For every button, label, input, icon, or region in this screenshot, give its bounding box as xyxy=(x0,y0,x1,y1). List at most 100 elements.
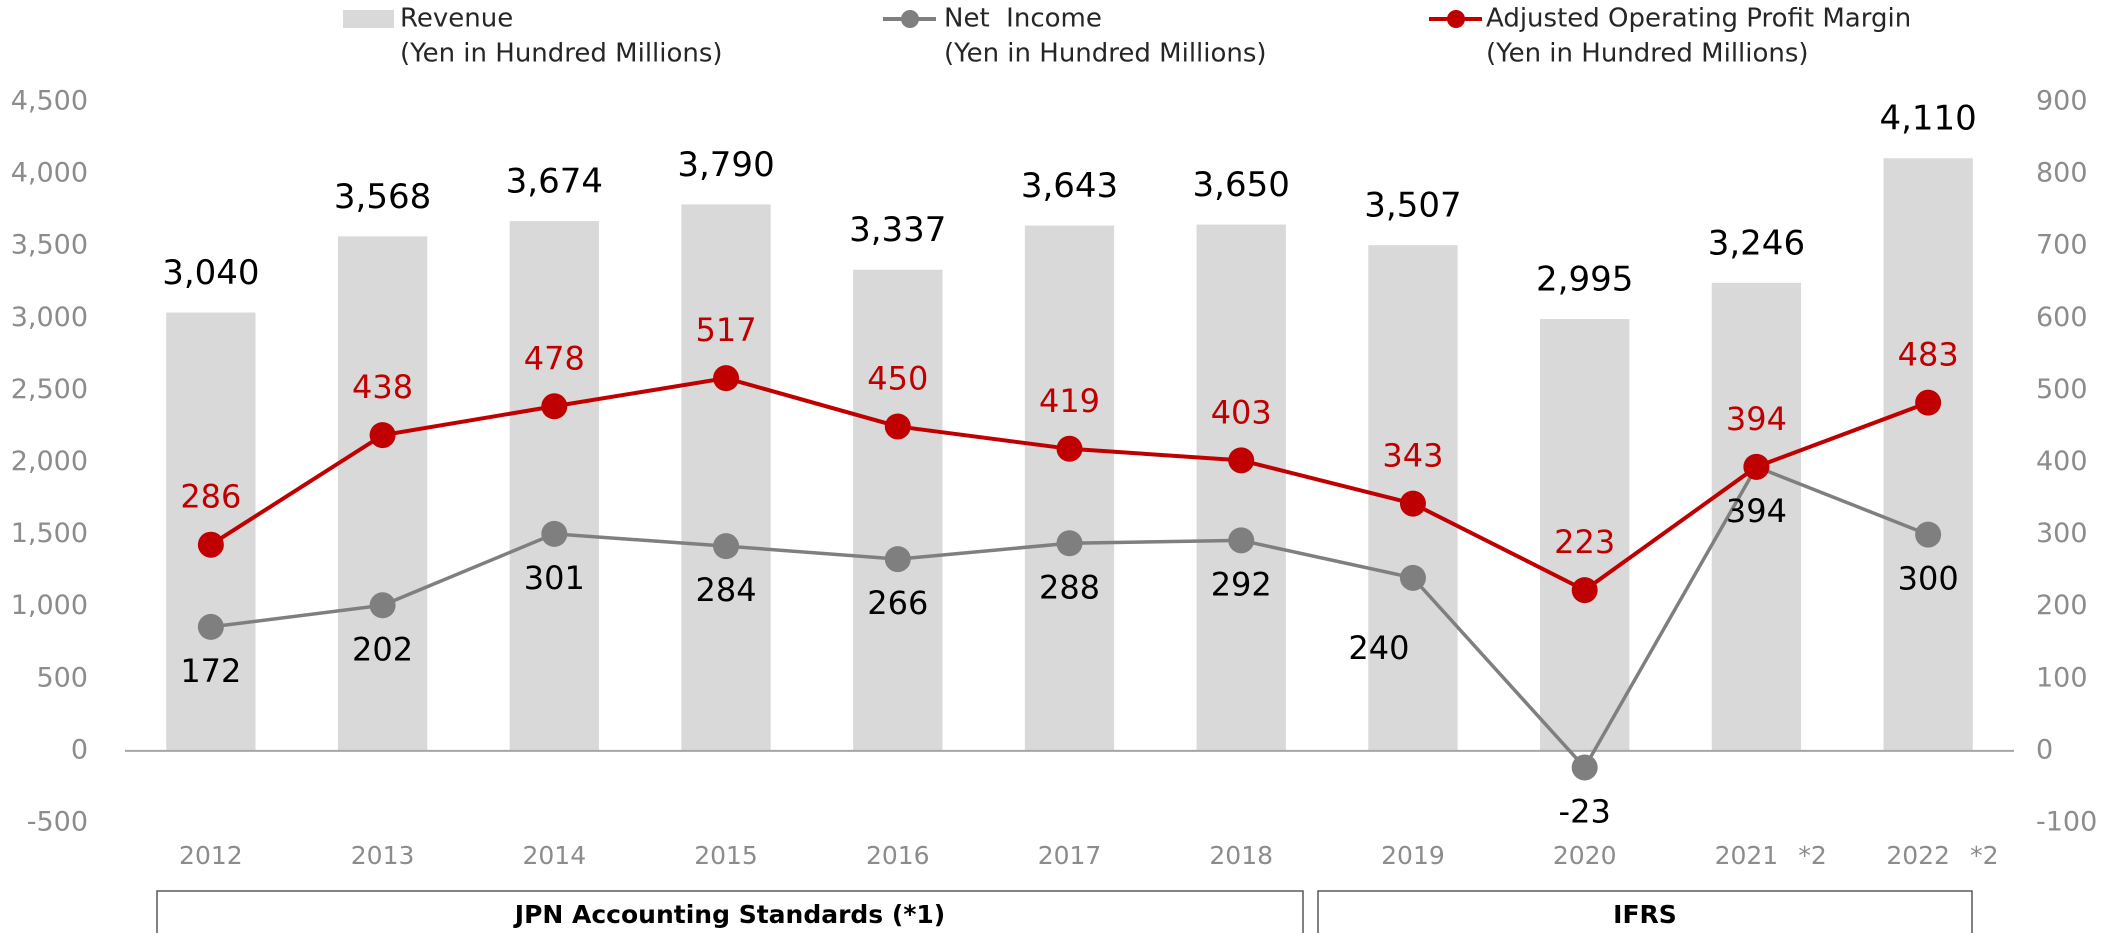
bar-value-label: 3,337 xyxy=(849,210,946,250)
bar xyxy=(681,204,771,751)
y2-tick-label: -100 xyxy=(2036,807,2097,838)
point-value-label: 266 xyxy=(867,584,928,622)
bar xyxy=(853,269,943,751)
bar-value-label: 2,995 xyxy=(1536,260,1633,300)
x-tick-label: 2016 xyxy=(866,841,930,870)
point xyxy=(1743,453,1770,480)
legend-swatch xyxy=(343,10,394,28)
point-value-label: 301 xyxy=(524,559,585,597)
legend-label: Net Income xyxy=(944,4,1102,34)
point xyxy=(541,393,568,420)
x-tick-label: 2015 xyxy=(694,841,758,870)
legend-unit: (Yen in Hundred Millions) xyxy=(400,39,723,69)
legend-label: Adjusted Operating Profit Margin xyxy=(1486,4,1911,34)
x-tick-label: 2019 xyxy=(1381,841,1445,870)
bar xyxy=(1024,225,1115,751)
point-value-label: 517 xyxy=(696,311,757,349)
y2-tick-label: 600 xyxy=(2036,302,2088,333)
legend-unit: (Yen in Hundred Millions) xyxy=(1486,39,1809,69)
bar-value-label: 3,507 xyxy=(1364,186,1461,226)
y-tick-label: 3,500 xyxy=(11,230,88,261)
y2-tick-label: 0 xyxy=(2036,734,2053,765)
y2-tick-label: 700 xyxy=(2036,230,2088,261)
y2-tick-label: 400 xyxy=(2036,446,2088,477)
bar-value-label: 3,674 xyxy=(506,162,603,202)
point-value-label: 483 xyxy=(1898,336,1959,374)
point-value-label: 292 xyxy=(1211,565,1272,603)
point xyxy=(197,613,224,640)
point-value-label: 394 xyxy=(1726,400,1787,438)
point xyxy=(884,413,911,440)
point xyxy=(197,531,224,558)
bar xyxy=(1883,158,1973,751)
x-tick-note: *2 xyxy=(1798,841,1826,870)
y2-tick-label: 500 xyxy=(2036,374,2088,405)
y-tick-label: 1,500 xyxy=(11,518,88,549)
point xyxy=(713,365,740,392)
point xyxy=(369,422,396,449)
point xyxy=(1915,521,1942,548)
y-tick-label: 500 xyxy=(36,662,88,693)
point-value-label: 172 xyxy=(180,652,241,690)
y2-tick-label: 200 xyxy=(2036,590,2088,621)
legend-marker xyxy=(901,10,919,28)
y-tick-label: 2,000 xyxy=(11,446,88,477)
bar-value-label: 3,568 xyxy=(334,177,431,217)
point-value-label: 223 xyxy=(1554,523,1615,561)
point-value-label: -23 xyxy=(1559,792,1611,830)
point-value-label: 450 xyxy=(867,359,928,397)
point xyxy=(713,533,740,560)
bar xyxy=(1196,224,1286,751)
bar-value-label: 3,246 xyxy=(1708,223,1805,263)
point-value-label: 284 xyxy=(696,571,757,609)
x-tick-note: *2 xyxy=(1970,841,1998,870)
y-tick-label: 2,500 xyxy=(11,374,88,405)
point xyxy=(541,520,568,547)
point-value-label: 286 xyxy=(180,478,241,516)
point xyxy=(884,546,911,573)
legend-label: Revenue xyxy=(400,4,513,34)
y-tick-label: 4,500 xyxy=(11,86,88,117)
point xyxy=(369,592,396,619)
y-tick-label: 1,000 xyxy=(11,590,88,621)
x-tick-label: 2020 xyxy=(1553,841,1617,870)
point xyxy=(1399,564,1426,591)
point xyxy=(1915,389,1942,416)
point xyxy=(1056,435,1083,462)
x-tick-label: 2013 xyxy=(351,841,415,870)
point-value-label: 478 xyxy=(524,339,585,377)
point-value-label: 300 xyxy=(1898,560,1959,598)
y2-tick-label: 800 xyxy=(2036,158,2088,189)
y-tick-label: 3,000 xyxy=(11,302,88,333)
point xyxy=(1228,527,1255,554)
x-tick-label: 2012 xyxy=(179,841,243,870)
x-tick-label: 2022 xyxy=(1886,841,1950,870)
bar xyxy=(509,221,599,751)
point-value-label: 202 xyxy=(352,630,413,668)
point-value-label: 394 xyxy=(1726,492,1787,530)
point xyxy=(1571,577,1598,604)
y-tick-label: 0 xyxy=(71,734,88,765)
point xyxy=(1399,490,1426,517)
point xyxy=(1056,530,1083,557)
x-tick-label: 2017 xyxy=(1038,841,1102,870)
x-tick-label: 2018 xyxy=(1209,841,1273,870)
legend-marker xyxy=(1447,10,1465,28)
bar-value-label: 3,040 xyxy=(162,253,259,293)
x-tick-label: 2021 xyxy=(1715,841,1779,870)
group-box xyxy=(156,890,1304,933)
bar xyxy=(1540,319,1630,751)
y-tick-label: 4,000 xyxy=(11,158,88,189)
bar-value-label: 3,790 xyxy=(677,145,774,185)
point-value-label: 403 xyxy=(1211,393,1272,431)
point-value-label: 288 xyxy=(1039,568,1100,606)
point-value-label: 419 xyxy=(1039,382,1100,420)
group-label: JPN Accounting Standards (*1) xyxy=(513,900,945,929)
point-value-label: 343 xyxy=(1382,437,1443,475)
y2-tick-label: 900 xyxy=(2036,86,2088,117)
group-box xyxy=(1317,890,1973,933)
point xyxy=(1228,447,1255,474)
bar-value-label: 3,650 xyxy=(1193,165,1290,205)
bar-value-label: 4,110 xyxy=(1879,99,1976,139)
